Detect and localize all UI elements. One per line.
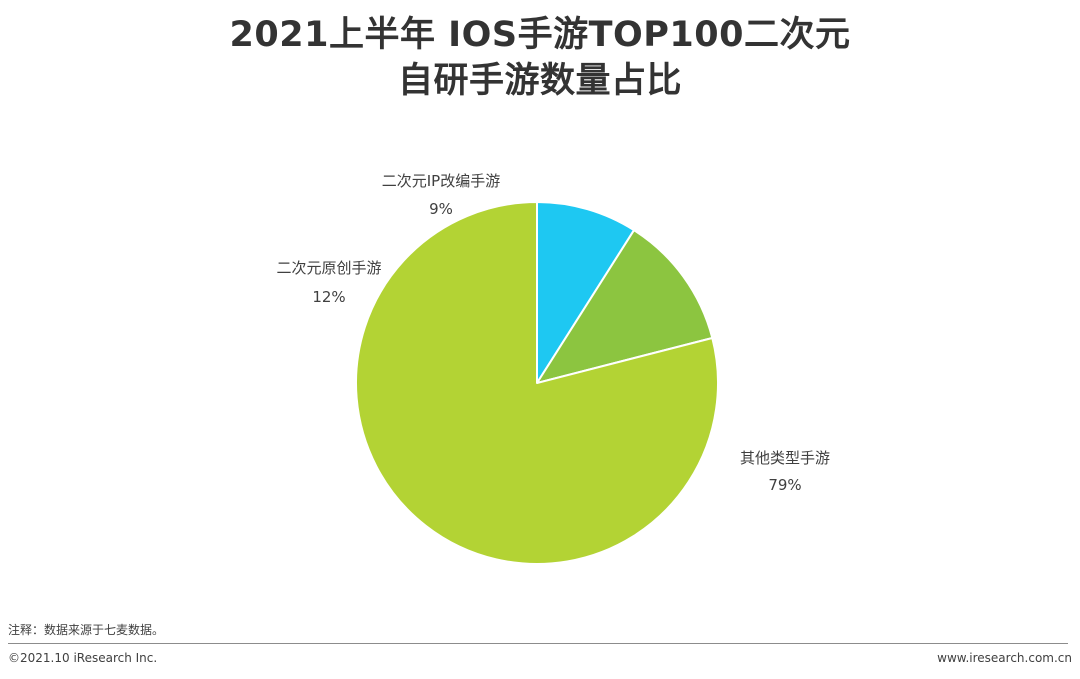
copyright-text: ©2021.10 iResearch Inc.: [8, 651, 158, 665]
chart-title-line-1: 2021上半年 IOS手游TOP100二次元: [229, 15, 851, 55]
pie-slice-original-acg-games: [536, 229, 714, 384]
slice-value-ip-adapted-acg-games: 9%: [429, 200, 453, 218]
chart-title: 2021上半年 IOS手游TOP100二次元 自研手游数量占比: [0, 12, 1080, 104]
source-note: 注释：数据来源于七麦数据。: [8, 623, 165, 637]
footer-divider: [8, 643, 1068, 644]
chart-title-line-2: 自研手游数量占比: [397, 61, 682, 101]
slice-label-ip-adapted-acg-games: 二次元IP改编手游: [382, 172, 500, 190]
pie-slice-other-games: [355, 201, 719, 565]
slice-value-other-games: 79%: [768, 476, 801, 494]
pie-slice-ip-adapted-acg-games: [536, 201, 635, 384]
website-link[interactable]: www.iresearch.com.cn: [937, 651, 1072, 665]
slice-value-original-acg-games: 12%: [312, 288, 345, 306]
pie-slices: [355, 201, 719, 565]
slice-label-other-games: 其他类型手游: [740, 449, 830, 467]
slice-label-original-acg-games: 二次元原创手游: [276, 259, 381, 277]
